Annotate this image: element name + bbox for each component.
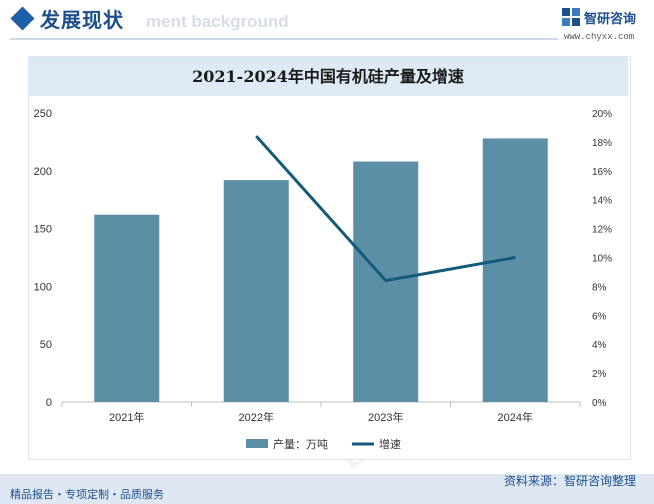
- x-tick-label: 2023年: [368, 410, 403, 424]
- y-left-tick-label: 150: [34, 224, 52, 236]
- x-tick-label: 2022年: [239, 410, 274, 424]
- source-note-wrap: 资料来源：智研咨询整理: [504, 472, 636, 489]
- brand-logo: 智研咨询 www.chyxx.com: [562, 6, 652, 42]
- y-right-tick-label: 10%: [592, 254, 612, 265]
- header-divider: [10, 38, 558, 40]
- y-right-tick-label: 8%: [592, 282, 607, 293]
- footer-slogan: 精品报告・专项定制・品质服务: [10, 488, 164, 501]
- y-right-tick-label: 4%: [592, 340, 607, 351]
- x-tick-label: 2021年: [109, 410, 144, 424]
- logo-mark-icon: [562, 8, 580, 26]
- y-left-tick-label: 200: [34, 166, 52, 178]
- chart-title: 2021-2024年中国有机硅产量及增速: [192, 67, 464, 86]
- y-right-tick-label: 20%: [592, 109, 612, 120]
- y-left-tick-label: 0: [46, 397, 52, 409]
- logo-name: 智研咨询: [584, 12, 637, 27]
- logo-url: www.chyxx.com: [564, 32, 635, 42]
- y-left-tick-label: 250: [34, 108, 52, 120]
- growth-line: [255, 135, 516, 283]
- y-right-tick-label: 2%: [592, 369, 607, 380]
- legend-label-line: 增速: [379, 437, 401, 451]
- y-right-tick-label: 16%: [592, 167, 612, 178]
- y-right-tick-label: 12%: [592, 225, 612, 236]
- page-footer: 精品报告・专项定制・品质服务: [0, 474, 654, 504]
- chart-title-band: 2021-2024年中国有机硅产量及增速: [28, 57, 628, 96]
- y-right-tick-label: 14%: [592, 196, 612, 207]
- page-title: 发展现状: [40, 8, 124, 32]
- page-header: ment background 发展现状 智研咨询 www.chyxx.com: [0, 0, 654, 46]
- bar-2024年: [482, 138, 548, 402]
- y-right-tick-label: 6%: [592, 311, 607, 322]
- bar-2022年: [223, 180, 289, 402]
- header-background-text: ment background: [146, 12, 289, 31]
- y-left-tick-label: 50: [40, 339, 52, 351]
- y-right-tick-label: 18%: [592, 138, 612, 149]
- x-tick-label: 2024年: [498, 410, 533, 424]
- y-right-tick-label: 0%: [592, 398, 607, 409]
- legend-label-bar: 产量：万吨: [273, 437, 328, 451]
- source-note: 资料来源：智研咨询整理: [504, 474, 637, 488]
- y-left-tick-label: 100: [34, 281, 52, 293]
- legend-swatch-bar: [246, 439, 268, 448]
- bar-2021年: [94, 214, 160, 402]
